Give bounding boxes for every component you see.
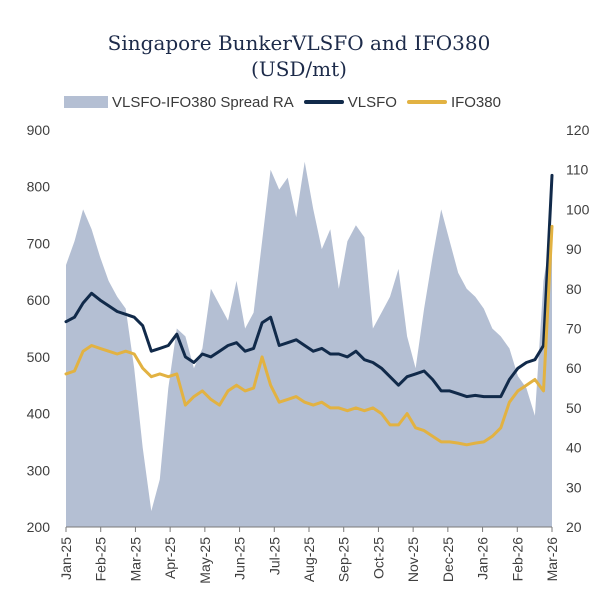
y-right-tick-label: 30 [566, 479, 582, 495]
x-tick-label: Dec-25 [440, 537, 456, 582]
x-tick-label: Nov-25 [405, 537, 421, 582]
y-right-tick-label: 100 [566, 201, 590, 217]
series-area-spread [66, 161, 552, 528]
x-tick-label: Apr-25 [162, 537, 178, 579]
y-left-tick-label: 500 [27, 349, 51, 365]
x-tick-label: Oct-25 [370, 537, 386, 579]
y-right-tick-label: 80 [566, 281, 582, 297]
x-tick-label: Sep-25 [336, 537, 352, 582]
y-right-tick-label: 40 [566, 440, 582, 456]
series-line-vlsfo [64, 173, 554, 399]
legend-item-spread: VLSFO-IFO380 Spread RA [64, 94, 294, 111]
y-left-tick-label: 600 [27, 292, 51, 308]
y-right-tick-label: 120 [566, 122, 590, 138]
legend: VLSFO-IFO380 Spread RA VLSFO IFO380 [64, 92, 511, 112]
y-right-tick-label: 110 [566, 162, 589, 178]
y-left-tick-label: 400 [27, 406, 51, 422]
x-tick-label: Jul-25 [266, 537, 282, 575]
y-right-tick-label: 60 [566, 360, 582, 376]
x-tick-label: Feb-26 [509, 537, 525, 582]
y-right-tick-label: 70 [566, 321, 582, 337]
x-tick-label: Jun-25 [232, 537, 248, 580]
y-left-tick-label: 300 [27, 462, 51, 478]
legend-swatch-ifo380 [406, 100, 447, 104]
legend-label-vlsfo: VLSFO [347, 93, 397, 111]
chart-subtitle: (USD/mt) [251, 57, 347, 81]
legend-item-ifo380: IFO380 [406, 93, 501, 111]
y-right-tick-label: 90 [566, 241, 582, 257]
y-left-tick-label: 700 [27, 235, 51, 251]
y-left-tick-label: 200 [27, 519, 51, 535]
legend-swatch-vlsfo [303, 100, 344, 104]
x-tick-label: Aug-25 [301, 537, 317, 582]
chart-title: Singapore BunkerVLSFO and IFO380 [107, 31, 491, 55]
y-right-tick-label: 50 [566, 400, 582, 416]
legend-label-ifo380: IFO380 [450, 93, 501, 111]
series-line-ifo380 [64, 224, 554, 447]
legend-label-spread: VLSFO-IFO380 Spread RA [112, 93, 294, 111]
x-tick-label: Feb-25 [93, 537, 109, 582]
x-tick-label: Jan-26 [475, 537, 491, 580]
y-left-tick-label: 900 [27, 122, 51, 138]
x-tick-label: Jan-25 [58, 537, 74, 580]
legend-item-vlsfo: VLSFO [303, 93, 397, 111]
x-tick-label: May-25 [197, 537, 213, 584]
legend-swatch-spread [64, 96, 108, 108]
y-right-tick-label: 20 [566, 519, 582, 535]
x-tick-label: Mar-26 [544, 537, 560, 582]
x-tick-label: Mar-25 [127, 537, 143, 582]
y-left-tick-label: 800 [27, 179, 51, 195]
